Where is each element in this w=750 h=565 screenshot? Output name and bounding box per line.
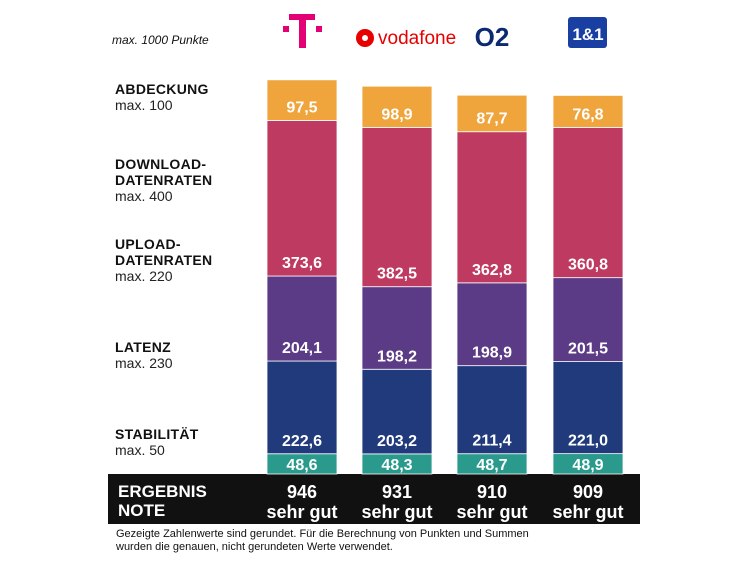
total: 909 [573, 482, 603, 502]
legend-entry: STABILITÄT max. 50 [115, 426, 225, 458]
value-label: 373,6 [282, 255, 322, 272]
value-label: 221,0 [568, 433, 608, 450]
value-label: 76,8 [572, 106, 603, 123]
legend-label: STABILITÄT [115, 426, 199, 442]
legend-entry: DOWNLOAD-DATENRATEN max. 400 [115, 156, 225, 204]
result-label: ERGEBNIS [118, 482, 207, 501]
grade: sehr gut [456, 502, 527, 522]
value-label: 203,2 [377, 433, 417, 450]
category-label: 1&1 [572, 25, 603, 44]
total: 946 [287, 482, 317, 502]
bar-segment [361, 368, 433, 455]
legend-max: max. 400 [115, 188, 173, 204]
bar-segment [361, 286, 433, 370]
value-label: 48,9 [572, 457, 603, 474]
value-label: 198,9 [472, 345, 512, 362]
legend-max: max. 50 [115, 442, 165, 458]
bar-segment [456, 282, 528, 367]
category-label: vodafone [378, 28, 456, 49]
bar-segment [266, 79, 338, 121]
legend-label: UPLOAD-DATENRATEN [115, 236, 213, 268]
bar-segment [552, 95, 624, 128]
one-and-one-logo [568, 17, 607, 48]
total: 931 [382, 482, 412, 502]
legend-label: DOWNLOAD-DATENRATEN [115, 156, 213, 188]
vodafone-logo [356, 29, 374, 47]
value-label: 204,1 [282, 340, 322, 357]
legend-label: LATENZ [115, 339, 171, 355]
value-label: 48,7 [476, 457, 507, 474]
legend-max: max. 100 [115, 97, 173, 113]
bar-segment [361, 85, 433, 128]
legend-entry: LATENZ max. 230 [115, 339, 225, 371]
footnote: Gezeigte Zahlenwerte sind gerundet. Für … [116, 528, 529, 553]
legend-entry: UPLOAD-DATENRATEN max. 220 [115, 236, 225, 284]
bar-segment [456, 94, 528, 133]
bar-segment [266, 275, 338, 362]
value-label: 97,5 [286, 99, 317, 116]
value-label: 48,6 [286, 457, 317, 474]
grade: sehr gut [361, 502, 432, 522]
value-label: 98,9 [381, 106, 412, 123]
category-label: O2 [475, 22, 510, 52]
value-label: 382,5 [377, 266, 417, 283]
legend-entry: ABDECKUNG max. 100 [115, 81, 225, 113]
result-band [108, 474, 640, 524]
total: 910 [477, 482, 507, 502]
bar-segment [552, 277, 624, 362]
bar-segment [552, 361, 624, 455]
bar-segment [456, 365, 528, 455]
value-label: 222,6 [282, 433, 322, 450]
header-note: max. 1000 Punkte [112, 33, 209, 47]
grade-label: NOTE [118, 501, 166, 520]
value-label: 360,8 [568, 257, 608, 274]
bar-segment [361, 126, 433, 288]
telekom-logo [283, 14, 322, 48]
result-label: ERGEBNIS NOTE [118, 482, 207, 520]
bar-segment [552, 126, 624, 279]
value-label: 201,5 [568, 341, 608, 358]
value-label: 198,2 [377, 348, 417, 365]
value-label: 362,8 [472, 262, 512, 279]
legend-max: max. 230 [115, 355, 173, 371]
bar-segment [266, 120, 338, 277]
bar-segment [456, 131, 528, 284]
grade: sehr gut [266, 502, 337, 522]
grade: sehr gut [552, 502, 623, 522]
legend-max: max. 220 [115, 268, 173, 284]
value-label: 87,7 [476, 111, 507, 128]
value-label: 48,3 [381, 457, 412, 474]
value-label: 211,4 [472, 433, 511, 450]
legend-label: ABDECKUNG [115, 81, 209, 97]
